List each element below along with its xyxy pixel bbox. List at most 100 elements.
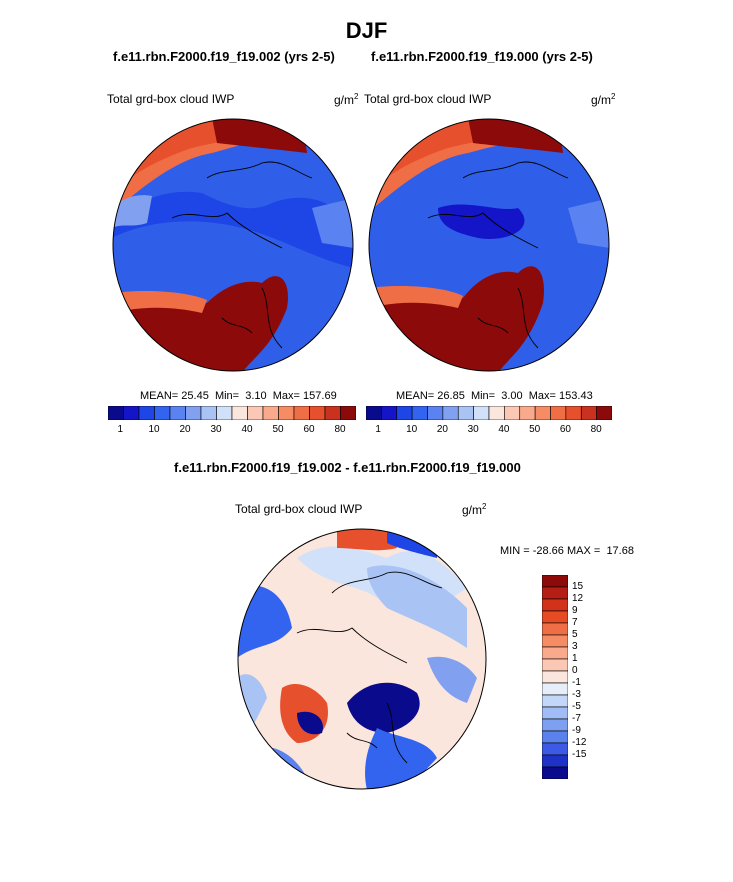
right-colorbar <box>366 406 612 420</box>
right-panel-stats: MEAN= 26.85 Min= 3.00 Max= 153.43 <box>396 390 593 402</box>
colorbar-box <box>293 406 310 420</box>
right-polar-map <box>368 118 610 372</box>
colorbar-tick-label: 50 <box>272 424 284 435</box>
left-panel-field-label: Total grd-box cloud IWP <box>107 92 235 106</box>
colorbar-tick-label: 30 <box>210 424 222 435</box>
colorbar-box <box>542 754 568 768</box>
colorbar-box <box>580 406 597 420</box>
colorbar-box <box>200 406 217 420</box>
colorbar-box <box>216 406 233 420</box>
colorbar-box <box>488 406 505 420</box>
colorbar-box <box>247 406 264 420</box>
difference-title: f.e11.rbn.F2000.f19_f19.002 - f.e11.rbn.… <box>174 460 521 475</box>
colorbar-box <box>596 406 612 420</box>
left-panel-units: g/m2 <box>334 92 359 107</box>
diff-panel-stats: MIN = -28.66 MAX = 17.68 <box>500 545 634 557</box>
colorbar-tick-label: 3 <box>572 641 578 652</box>
diff-panel-field-label: Total grd-box cloud IWP <box>235 502 363 516</box>
colorbar-tick-label: 10 <box>406 424 418 435</box>
colorbar-tick-label: 1 <box>572 653 578 664</box>
colorbar-box <box>154 406 171 420</box>
colorbar-box <box>542 575 568 588</box>
colorbar-tick-label: 1 <box>375 424 381 435</box>
colorbar-tick-label: 20 <box>436 424 448 435</box>
colorbar-box <box>542 646 568 660</box>
colorbar-box <box>457 406 474 420</box>
colorbar-tick-label: -1 <box>572 677 581 688</box>
colorbar-tick-label: 0 <box>572 665 578 676</box>
colorbar-box <box>519 406 536 420</box>
colorbar-box <box>542 622 568 636</box>
colorbar-tick-label: -3 <box>572 689 581 700</box>
colorbar-tick-label: -7 <box>572 713 581 724</box>
colorbar-tick-label: -15 <box>572 749 587 760</box>
colorbar-box <box>185 406 202 420</box>
colorbar-box <box>542 730 568 744</box>
colorbar-box <box>542 670 568 684</box>
diff-panel-units: g/m2 <box>462 502 487 517</box>
colorbar-tick-label: 9 <box>572 605 578 616</box>
colorbar-tick-label: 5 <box>572 629 578 640</box>
colorbar-box <box>396 406 413 420</box>
right-colorbar-ticks: 1 10 20 30 40 50 60 80 <box>366 424 612 438</box>
colorbar-tick-label: 30 <box>467 424 479 435</box>
right-panel-field-label: Total grd-box cloud IWP <box>364 92 492 106</box>
colorbar-box <box>123 406 140 420</box>
colorbar-tick-label: 12 <box>572 593 584 604</box>
colorbar-box <box>542 742 568 756</box>
left-colorbar <box>108 406 356 420</box>
colorbar-box <box>542 706 568 720</box>
colorbar-tick-label: 40 <box>241 424 253 435</box>
colorbar-box <box>138 406 155 420</box>
colorbar-tick-label: 1 <box>117 424 124 435</box>
colorbar-box <box>542 586 568 600</box>
colorbar-tick-label: 60 <box>559 424 571 435</box>
colorbar-box <box>473 406 490 420</box>
colorbar-box <box>542 598 568 612</box>
right-panel-units: g/m2 <box>591 92 616 107</box>
colorbar-box <box>542 682 568 696</box>
colorbar-box <box>411 406 428 420</box>
colorbar-tick-label: -9 <box>572 725 581 736</box>
colorbar-tick-label: 10 <box>148 424 160 435</box>
colorbar-tick-label: 50 <box>529 424 541 435</box>
colorbar-box <box>542 634 568 648</box>
colorbar-box <box>542 694 568 708</box>
colorbar-box <box>262 406 279 420</box>
difference-polar-map <box>237 528 487 790</box>
colorbar-box <box>427 406 444 420</box>
colorbar-box <box>442 406 459 420</box>
colorbar-tick-label: 60 <box>303 424 315 435</box>
colorbar-box <box>542 718 568 732</box>
colorbar-box <box>504 406 521 420</box>
colorbar-box <box>169 406 186 420</box>
colorbar-box <box>381 406 398 420</box>
left-panel-stats: MEAN= 25.45 Min= 3.10 Max= 157.69 <box>140 390 337 402</box>
colorbar-box <box>542 658 568 672</box>
colorbar-tick-label: 15 <box>572 581 584 592</box>
difference-colorbar-ticks: 15 12 9 7 5 3 1 0 -1 -3 -5 -7 -9 -12 -15 <box>572 575 596 779</box>
colorbar-box <box>278 406 295 420</box>
colorbar-box <box>324 406 341 420</box>
colorbar-tick-label: 20 <box>179 424 191 435</box>
colorbar-tick-label: 80 <box>334 424 346 435</box>
colorbar-box <box>309 406 326 420</box>
colorbar-box <box>340 406 356 420</box>
colorbar-tick-label: -12 <box>572 737 587 748</box>
left-polar-map <box>112 118 354 372</box>
left-panel-case-title: f.e11.rbn.F2000.f19_f19.002 (yrs 2-5) <box>113 49 335 64</box>
colorbar-box <box>542 610 568 624</box>
difference-colorbar <box>542 575 568 779</box>
colorbar-box <box>534 406 551 420</box>
colorbar-box <box>550 406 567 420</box>
figure-title: DJF <box>345 18 388 43</box>
colorbar-box <box>565 406 582 420</box>
colorbar-box <box>108 406 124 420</box>
colorbar-tick-label: 40 <box>498 424 510 435</box>
colorbar-tick-label: 7 <box>572 617 578 628</box>
left-colorbar-ticks: 1 10 20 30 40 50 60 80 <box>108 424 356 438</box>
colorbar-tick-label: 80 <box>590 424 602 435</box>
right-panel-case-title: f.e11.rbn.F2000.f19_f19.000 (yrs 2-5) <box>371 49 593 64</box>
colorbar-box <box>542 766 568 779</box>
colorbar-box <box>231 406 248 420</box>
